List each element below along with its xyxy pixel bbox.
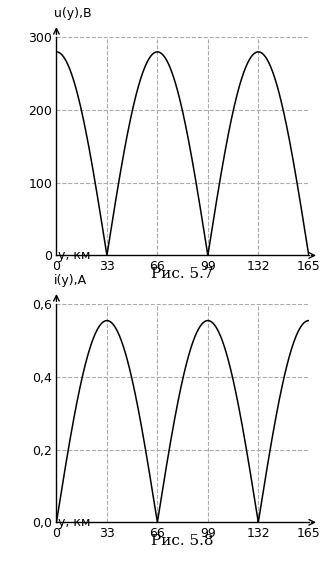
Text: u(y),В: u(y),В [54, 7, 92, 20]
Text: у, км: у, км [58, 249, 91, 262]
Text: Рис. 5.8: Рис. 5.8 [151, 534, 214, 548]
Text: Рис. 5.7: Рис. 5.7 [151, 267, 214, 281]
Text: i(y),А: i(y),А [54, 274, 87, 287]
Text: у, км: у, км [58, 516, 91, 529]
